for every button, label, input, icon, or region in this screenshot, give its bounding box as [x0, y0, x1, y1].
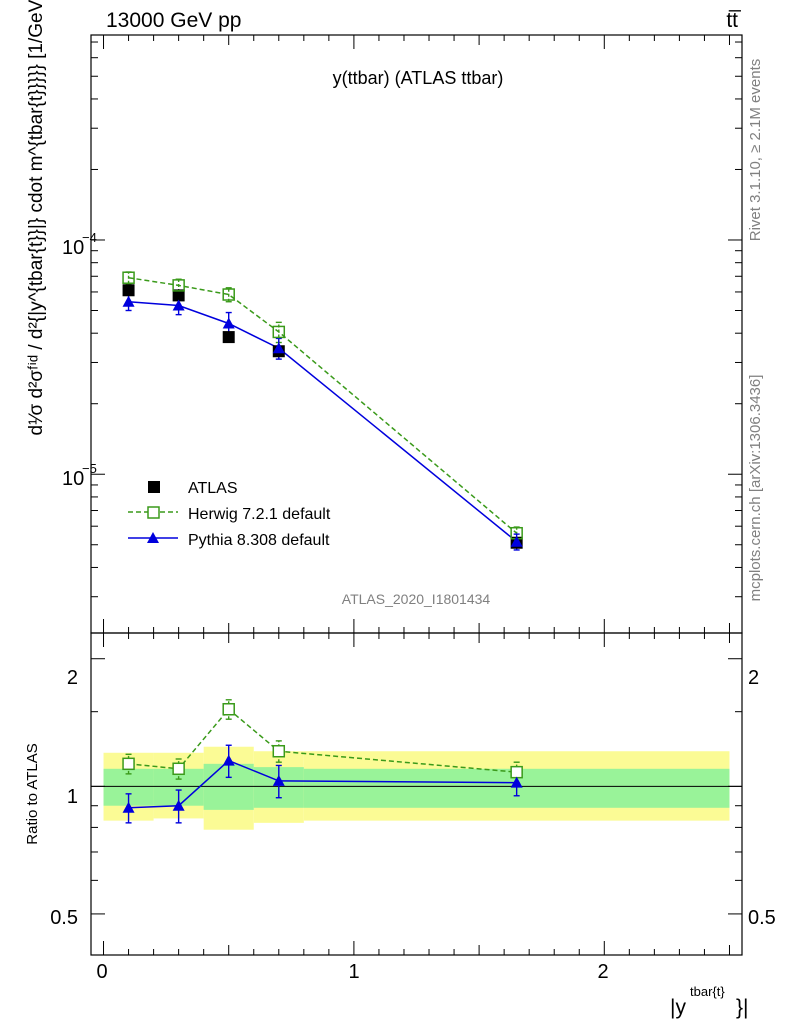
x-tick-label-2: 2 — [597, 961, 608, 983]
herwig-ratio-point — [510, 765, 523, 779]
x-tick-label-0: 0 — [96, 961, 107, 983]
pythia-point — [122, 295, 135, 307]
legend-marker-atlas — [148, 481, 160, 493]
pythia-ratio-point — [272, 774, 285, 786]
header-process-label: tt̅ — [726, 9, 742, 32]
herwig-ratio-point — [222, 702, 235, 716]
analysis-watermark: ATLAS_2020_I1801434 — [342, 591, 491, 607]
legend-label-pythia: Pythia 8.308 default — [188, 532, 330, 549]
y-tick-exp-1e-5: −5 — [82, 461, 97, 476]
x-tick-label-1: 1 — [348, 961, 359, 983]
legend-label-herwig: Herwig 7.2.1 default — [188, 506, 331, 523]
main-y-axis-label: d¹⁄σ d²σᶠⁱᵈ / d²{|y^{tbar{t}}|} cdot m^{… — [26, 0, 47, 436]
ratio-tick-label-2: 2 — [67, 667, 78, 689]
ratio-panel: Ratio to ATLAS 2 1 0.5 2 0.5 — [24, 632, 776, 956]
x-axis-label: |y — [670, 996, 686, 1019]
pythia-ratio-point — [172, 799, 185, 811]
pythia-point — [222, 317, 235, 329]
main-title: y(ttbar) (ATLAS ttbar) — [333, 68, 504, 88]
main-panel: y(ttbar) (ATLAS ttbar) ATLAS_2020_I18014… — [26, 0, 743, 634]
herwig-point — [172, 279, 185, 292]
atlas-point — [222, 331, 235, 344]
y-tick-label-1e-4: 10 — [62, 237, 84, 259]
main-series-group — [122, 271, 523, 551]
herwig-line — [128, 276, 518, 534]
herwig-ratio-point — [172, 762, 185, 776]
main-axis-ticks — [91, 35, 742, 633]
ratio-axis-ticks — [91, 633, 742, 955]
herwig-point — [272, 325, 286, 339]
pythia-ratio-point — [122, 801, 135, 813]
pythia-ratio-point — [510, 776, 523, 788]
ratio-y-axis-label: Ratio to ATLAS — [24, 743, 41, 844]
ratio-series-group — [122, 699, 523, 824]
pythia-point — [272, 342, 285, 354]
ratio-tick-label-0-5: 0.5 — [50, 907, 78, 929]
ratio-frame — [90, 632, 743, 956]
herwig-ratio-point — [122, 757, 135, 771]
rivet-version-label: Rivet 3.1.10, ≥ 2.1M events — [747, 59, 764, 242]
y-tick-label-1e-5: 10 — [62, 468, 84, 490]
herwig-ratio-point — [272, 744, 286, 758]
herwig-point — [122, 271, 135, 284]
pythia-point — [172, 299, 185, 311]
legend-marker-herwig — [147, 506, 160, 519]
ratio-tick-label-1: 1 — [67, 786, 78, 808]
pythia-ratio-point — [222, 754, 235, 766]
y-tick-exp-1e-4: −4 — [82, 230, 97, 245]
x-axis-label-end: }| — [736, 996, 748, 1019]
atlas-point — [172, 289, 185, 302]
x-axis-label-superscript: tbar{t} — [690, 984, 725, 999]
atlas-point — [122, 284, 135, 297]
ratio-bands — [91, 746, 742, 830]
ratio-tick-label-0-5-right: 0.5 — [748, 907, 776, 929]
ratio-tick-label-2-right: 2 — [748, 667, 759, 689]
legend-label-atlas: ATLAS — [188, 480, 238, 497]
legend-marker-pythia — [147, 532, 159, 543]
header-energy-label: 13000 GeV pp — [106, 9, 241, 32]
legend: ATLAS Herwig 7.2.1 default Pythia 8.308 … — [128, 480, 331, 549]
herwig-point — [222, 288, 235, 301]
pythia-point — [510, 535, 523, 547]
mcplots-credit-label: mcplots.cern.ch [arXiv:1306.3436] — [747, 375, 764, 602]
